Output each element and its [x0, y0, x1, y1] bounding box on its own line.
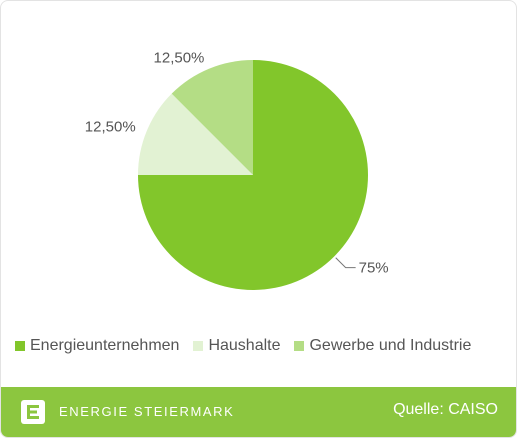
pie-chart: 75% 12,50% 12,50%	[85, 50, 389, 290]
legend-label-energieunternehmen: Energieunternehmen	[30, 337, 180, 354]
legend-label-gewerbe-und-industrie: Gewerbe und Industrie	[309, 337, 472, 354]
legend-label-haushalte: Haushalte	[208, 337, 281, 354]
legend-swatch-haushalte	[193, 341, 204, 351]
legend-item-energieunternehmen: Energieunternehmen	[15, 337, 179, 355]
slice-label-gewerbe-und-industrie: 12,50%	[154, 50, 205, 67]
legend: Energieunternehmen Haushalte Gewerbe und…	[15, 337, 485, 355]
footer-bar: ENERGIE STEIERMARK Quelle: CAISO	[1, 387, 516, 437]
pie-slice-gewerbe-und-industrie	[171, 60, 253, 175]
pie-slice-haushalte	[138, 93, 253, 175]
brand-name: ENERGIE STEIERMARK	[59, 404, 235, 419]
slice-label-haushalte: 12,50%	[85, 118, 136, 135]
legend-swatch-energieunternehmen	[15, 341, 25, 351]
source-label: Quelle: CAISO	[393, 401, 498, 418]
slice-label-energieunternehmen: 75%	[359, 260, 389, 277]
energie-steiermark-logo-icon	[21, 400, 45, 424]
leader-line-energieunternehmen	[335, 257, 356, 269]
legend-item-haushalte: Haushalte	[193, 337, 280, 355]
legend-item-gewerbe-und-industrie: Gewerbe und Industrie	[294, 337, 471, 355]
legend-swatch-gewerbe-und-industrie	[294, 341, 305, 351]
